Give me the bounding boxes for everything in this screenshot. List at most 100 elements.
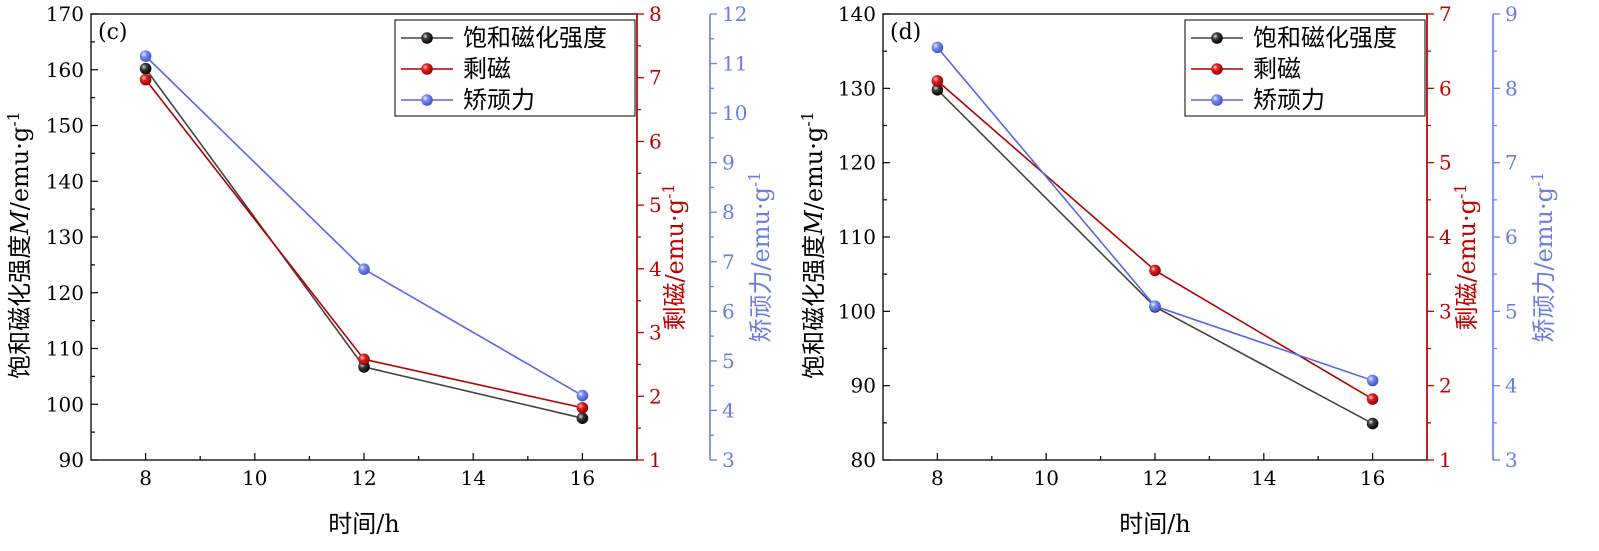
y3-tick-label: 4 bbox=[1505, 374, 1518, 398]
y1-tick-label: 100 bbox=[46, 392, 84, 416]
y1-tick-label: 100 bbox=[838, 299, 876, 323]
y2-tick-label: 4 bbox=[1439, 225, 1452, 249]
legend-marker bbox=[421, 94, 433, 106]
y3-tick-label: 12 bbox=[722, 2, 747, 26]
y1-axis-label: 饱和磁化强度M/emu·g-1 bbox=[4, 111, 34, 379]
y3-tick-label: 5 bbox=[722, 349, 735, 373]
x-tick-label: 8 bbox=[139, 466, 152, 490]
data-point bbox=[931, 84, 944, 96]
y2-tick-label: 6 bbox=[1439, 76, 1452, 100]
y2-tick-label: 2 bbox=[1439, 374, 1452, 398]
y1-tick-label: 150 bbox=[46, 114, 84, 138]
data-point bbox=[1366, 393, 1379, 405]
y3-tick-label: 10 bbox=[722, 101, 747, 125]
legend-marker bbox=[421, 63, 433, 75]
legend-label: 饱和磁化强度 bbox=[1253, 24, 1397, 52]
legend-label: 饱和磁化强度 bbox=[463, 24, 607, 52]
y2-tick-label: 6 bbox=[649, 129, 662, 153]
legend-label: 矫顽力 bbox=[1253, 86, 1325, 114]
y2-tick-label: 3 bbox=[649, 321, 662, 345]
chart-panel-c: 8 10 12 14 16时间/h90100110120130140150160170饱… bbox=[4, 2, 775, 538]
y3-tick-label: 6 bbox=[722, 299, 735, 323]
x-tick-label: 12 bbox=[1142, 466, 1167, 490]
y3-axis-label: 矫顽力/emu·g-1 bbox=[745, 171, 775, 342]
y1-tick-label: 140 bbox=[838, 2, 876, 26]
y1-tick-label: 120 bbox=[46, 281, 84, 305]
data-point bbox=[139, 62, 152, 75]
x-tick-label: 14 bbox=[1251, 466, 1276, 490]
x-tick-label: 12 bbox=[351, 466, 376, 490]
series-line bbox=[936, 80, 1374, 400]
y2-tick-label: 7 bbox=[649, 66, 662, 90]
y1-tick-label: 110 bbox=[46, 337, 84, 361]
y3-tick-label: 4 bbox=[722, 398, 735, 422]
legend-label: 矫顽力 bbox=[463, 86, 535, 114]
y3-tick-label: 11 bbox=[722, 52, 747, 76]
y1-tick-label: 120 bbox=[838, 151, 876, 175]
legend-marker bbox=[1211, 63, 1223, 75]
y3-tick-label: 8 bbox=[1505, 76, 1518, 100]
y2-tick-label: 2 bbox=[649, 384, 662, 408]
legend-marker bbox=[1211, 94, 1223, 106]
data-point bbox=[1366, 374, 1379, 387]
x-axis-label: 时间/h bbox=[1119, 510, 1191, 538]
y2-tick-label: 4 bbox=[649, 257, 662, 281]
x-tick-label: 8 bbox=[931, 466, 944, 490]
x-tick-label: 10 bbox=[242, 466, 267, 490]
data-point bbox=[358, 353, 370, 366]
data-point bbox=[139, 73, 152, 86]
y3-tick-label: 7 bbox=[1505, 151, 1518, 175]
y3-tick-label: 6 bbox=[1505, 225, 1518, 249]
panel-label: (d) bbox=[890, 20, 921, 45]
y1-axis-label: 饱和磁化强度M/emu·g-1 bbox=[798, 111, 828, 379]
data-point bbox=[576, 401, 589, 414]
y1-tick-label: 160 bbox=[46, 58, 84, 82]
y1-tick-label: 170 bbox=[46, 2, 84, 26]
data-point bbox=[139, 50, 152, 62]
data-point bbox=[576, 389, 589, 402]
x-tick-label: 10 bbox=[1033, 466, 1058, 490]
x-tick-label: 16 bbox=[1360, 466, 1385, 490]
y2-axis-label: 剩磁/emu·g-1 bbox=[659, 183, 689, 330]
y1-tick-label: 80 bbox=[851, 448, 876, 472]
data-point bbox=[1366, 417, 1379, 430]
y1-tick-label: 110 bbox=[838, 225, 876, 249]
series-line bbox=[936, 89, 1373, 425]
chart-panel-d: 8 10 12 14 16时间/h8090100110120130140饱和磁化强度M/… bbox=[798, 2, 1558, 538]
y1-tick-label: 90 bbox=[59, 448, 84, 472]
y3-tick-label: 3 bbox=[722, 448, 735, 472]
y3-tick-label: 9 bbox=[1505, 2, 1518, 26]
y2-tick-label: 5 bbox=[1439, 151, 1452, 175]
data-point bbox=[931, 41, 944, 54]
legend-marker bbox=[421, 32, 433, 44]
panel-label: (c) bbox=[98, 20, 128, 45]
y2-tick-label: 3 bbox=[1439, 299, 1452, 323]
data-point bbox=[358, 263, 370, 276]
y1-tick-label: 90 bbox=[851, 374, 876, 398]
x-tick-label: 14 bbox=[460, 466, 485, 490]
data-point bbox=[1149, 264, 1161, 277]
data-point bbox=[1149, 300, 1161, 312]
y3-tick-label: 5 bbox=[1505, 299, 1518, 323]
legend-marker bbox=[1211, 32, 1223, 44]
y1-tick-label: 130 bbox=[838, 76, 876, 100]
y1-tick-label: 130 bbox=[46, 225, 84, 249]
data-point bbox=[931, 75, 944, 87]
y3-tick-label: 8 bbox=[722, 200, 735, 224]
y2-tick-label: 1 bbox=[1439, 448, 1452, 472]
y3-tick-label: 3 bbox=[1505, 448, 1518, 472]
y3-axis-label: 矫顽力/emu·g-1 bbox=[1528, 171, 1558, 342]
y2-tick-label: 8 bbox=[649, 2, 662, 26]
y2-tick-label: 5 bbox=[649, 193, 662, 217]
y1-tick-label: 140 bbox=[46, 169, 84, 193]
legend-label: 剩磁 bbox=[463, 55, 511, 83]
legend-label: 剩磁 bbox=[1253, 55, 1301, 83]
data-point bbox=[576, 412, 589, 424]
x-tick-label: 16 bbox=[570, 466, 595, 490]
y2-tick-label: 1 bbox=[649, 448, 662, 472]
y3-tick-label: 9 bbox=[722, 151, 735, 175]
y2-tick-label: 7 bbox=[1439, 2, 1452, 26]
y3-tick-label: 7 bbox=[722, 250, 735, 274]
x-axis-label: 时间/h bbox=[328, 510, 400, 538]
